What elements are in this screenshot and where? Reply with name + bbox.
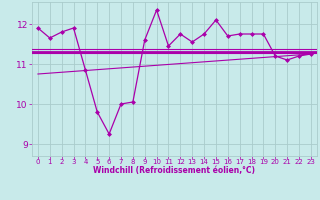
X-axis label: Windchill (Refroidissement éolien,°C): Windchill (Refroidissement éolien,°C) bbox=[93, 166, 255, 175]
